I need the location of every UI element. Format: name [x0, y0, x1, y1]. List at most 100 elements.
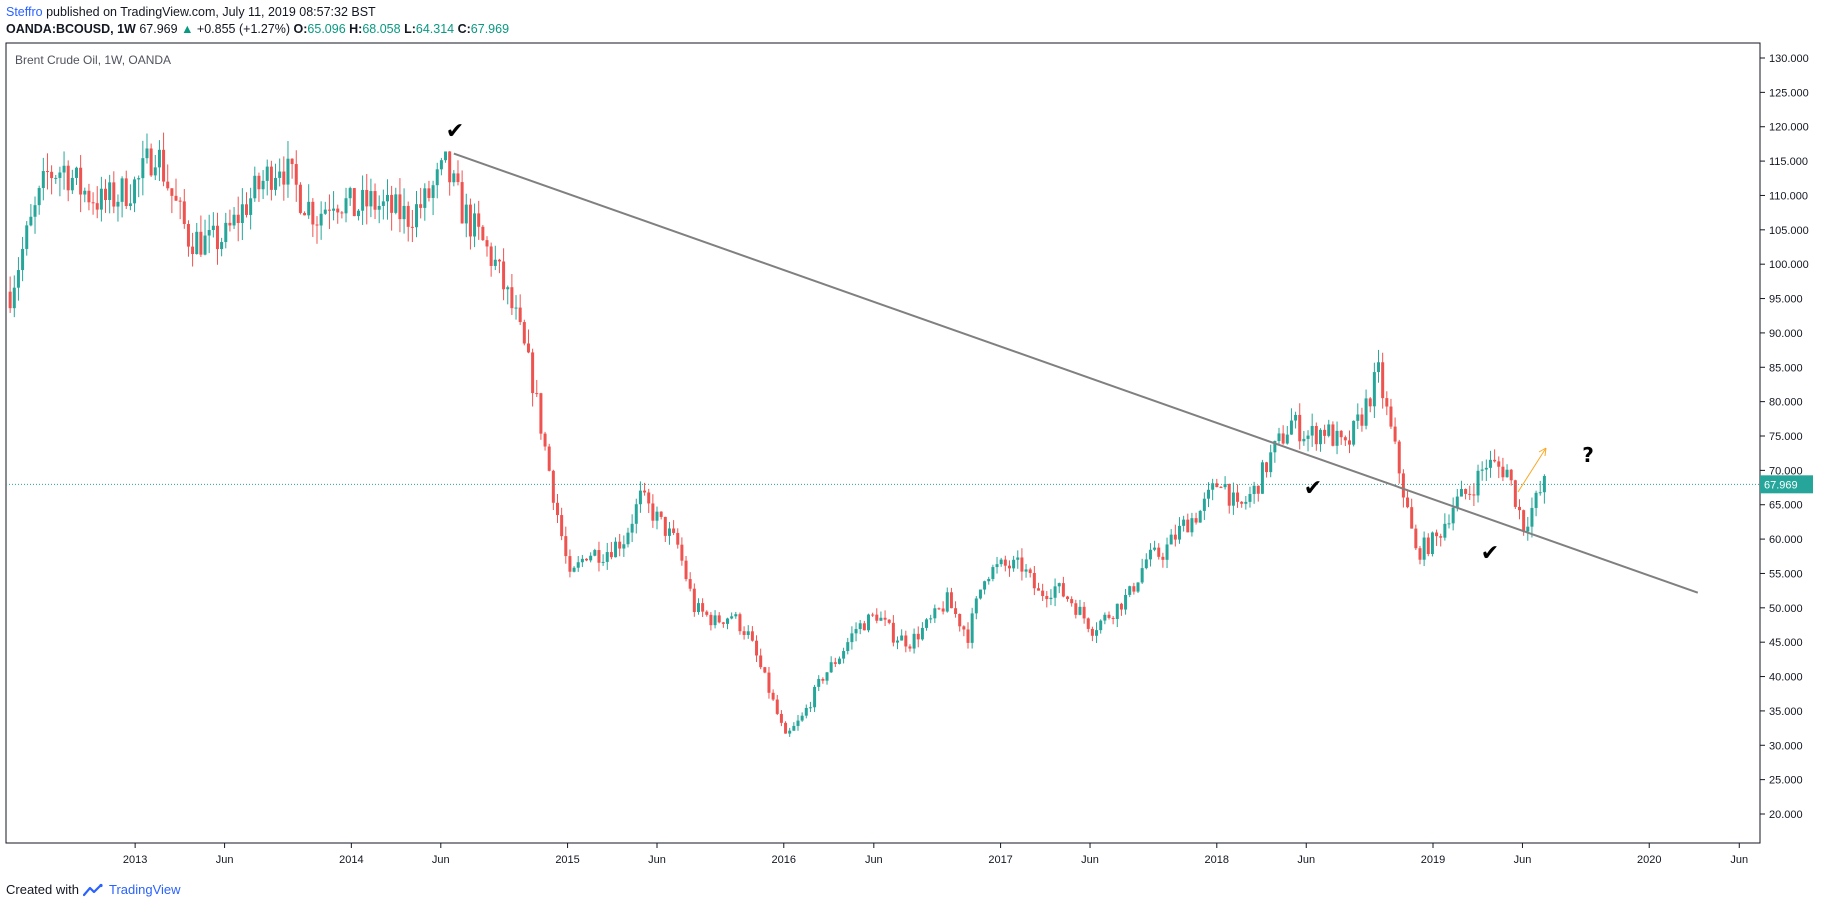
candle-down	[1385, 398, 1389, 407]
candle-down	[875, 614, 879, 621]
time-tick-label: Jun	[1081, 854, 1099, 866]
candle-up	[145, 148, 149, 159]
candle-up	[634, 504, 638, 524]
candle-down	[684, 560, 688, 580]
candle-down	[162, 149, 166, 182]
price-tick-label: 65.000	[1769, 500, 1803, 512]
check-mark-icon: ✔	[446, 119, 464, 144]
candle-up	[1165, 544, 1169, 560]
candle-up	[593, 550, 597, 556]
candle-up	[41, 171, 45, 189]
candle-up	[58, 172, 62, 178]
candle-down	[755, 640, 759, 656]
candle-up	[1310, 425, 1314, 436]
candle-down	[1061, 583, 1065, 597]
time-axis[interactable]: 2013 Jun 2014 Jun 2015 Jun 2016 Jun 2017 Jun 2018 J…	[123, 843, 1748, 866]
candle-up	[128, 203, 132, 207]
candle-down	[1501, 466, 1505, 478]
candle-down	[419, 204, 423, 208]
candle-up	[33, 205, 37, 217]
candle-up	[1459, 489, 1463, 497]
candle-up	[1231, 492, 1235, 506]
candle-down	[738, 614, 742, 632]
candle-down	[958, 613, 962, 627]
candle-up	[319, 213, 323, 226]
candle-up	[16, 270, 20, 288]
candle-down	[966, 629, 970, 643]
candle-down	[170, 188, 174, 196]
price-axis[interactable]: 130.000 125.000 120.000 115.000 110.000 105.0…	[1760, 53, 1813, 821]
candle-down	[962, 626, 966, 630]
candle-down	[365, 189, 369, 207]
symbol-name: OANDA:BCOUSD, 1W	[6, 22, 136, 36]
candle-up	[361, 189, 365, 211]
candle-up	[970, 613, 974, 643]
candle-up	[514, 307, 518, 309]
candle-up	[29, 216, 33, 226]
candle-down	[672, 528, 676, 533]
candle-down	[676, 532, 680, 545]
chart-title: Brent Crude Oil, 1W, OANDA	[15, 53, 171, 67]
price-tick-label: 125.000	[1769, 87, 1809, 99]
candle-down	[1219, 487, 1223, 489]
candle-down	[891, 622, 895, 643]
candle-up	[493, 259, 497, 266]
candle-down	[315, 224, 319, 226]
candle-up	[133, 179, 137, 204]
candle-down	[327, 209, 331, 211]
price-tick-label: 60.000	[1769, 534, 1803, 546]
candle-down	[1426, 537, 1430, 555]
candle-down	[1439, 536, 1443, 538]
candle-down	[539, 393, 543, 434]
candle-down	[908, 646, 912, 649]
candle-down	[1401, 473, 1405, 498]
candle-down	[568, 556, 572, 572]
candle-down	[1082, 606, 1086, 619]
candle-up	[638, 490, 642, 505]
candle-up	[25, 225, 29, 249]
candle-down	[460, 182, 464, 224]
candle-up	[141, 158, 145, 179]
tradingview-logo-icon	[82, 883, 103, 897]
candle-up	[1443, 523, 1447, 538]
candle-up	[622, 544, 626, 549]
candle-up	[850, 633, 854, 643]
candle-down	[1119, 603, 1123, 610]
candle-up	[348, 188, 352, 199]
trend-line[interactable]	[453, 152, 1699, 594]
candle-up	[1294, 414, 1298, 421]
candle-up	[402, 205, 406, 220]
candle-up	[1099, 620, 1103, 631]
candle-up	[1252, 485, 1256, 495]
author-link[interactable]: Steffro	[6, 5, 43, 19]
candle-up	[1306, 435, 1310, 439]
time-tick-label: Jun	[216, 854, 234, 866]
candle-up	[265, 166, 269, 181]
candle-up	[377, 205, 381, 210]
candle-down	[1517, 506, 1521, 511]
candle-down	[784, 722, 788, 734]
candle-up	[1455, 496, 1459, 508]
candle-up	[1244, 501, 1248, 504]
candle-up	[1049, 597, 1053, 600]
projection-arrow[interactable]	[1517, 447, 1547, 493]
candle-up	[99, 188, 103, 210]
price-tick-label: 120.000	[1769, 122, 1809, 134]
candle-down	[721, 622, 725, 624]
candle-down	[174, 195, 178, 201]
candle-up	[1488, 459, 1492, 468]
candle-down	[477, 213, 481, 227]
candle-up	[1078, 606, 1082, 615]
candle-down	[1227, 484, 1231, 506]
candle-down	[1509, 469, 1513, 481]
candle-up	[394, 194, 398, 213]
candle-up	[746, 631, 750, 635]
candle-up	[108, 182, 112, 200]
candle-up	[1273, 440, 1277, 453]
candle-down	[1186, 519, 1190, 533]
candle-down	[597, 550, 601, 563]
tradingview-link[interactable]: TradingView	[108, 882, 181, 897]
candle-up	[1451, 507, 1455, 524]
candle-down	[763, 667, 767, 673]
